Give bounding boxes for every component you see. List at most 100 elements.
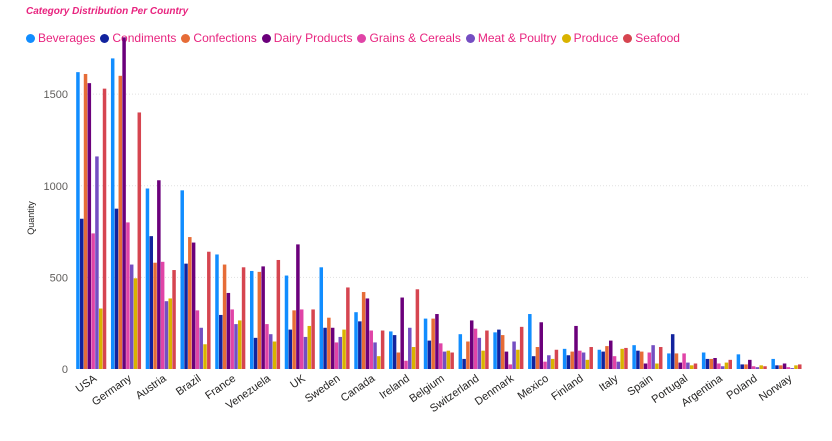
bar-canada-condiments[interactable] — [358, 321, 362, 369]
bar-belgium-produce[interactable] — [446, 350, 451, 369]
bar-spain-meat-and-poultry[interactable] — [651, 345, 655, 369]
bar-portugal-condiments[interactable] — [670, 334, 675, 369]
bar-norway-dairy-products[interactable] — [782, 363, 787, 369]
bar-poland-beverages[interactable] — [736, 354, 741, 369]
bar-mexico-grains-and-cereals[interactable] — [543, 361, 547, 369]
bar-france-produce[interactable] — [238, 320, 242, 369]
bar-finland-dairy-products[interactable] — [574, 325, 578, 369]
bar-uk-produce[interactable] — [307, 325, 312, 369]
bar-france-condiments[interactable] — [219, 314, 223, 369]
bar-usa-beverages[interactable] — [76, 72, 80, 370]
bar-norway-condiments[interactable] — [775, 365, 779, 369]
bar-brazil-dairy-products[interactable] — [191, 242, 196, 369]
bar-venezuela-meat-and-poultry[interactable] — [268, 334, 273, 369]
bar-denmark-meat-and-poultry[interactable] — [512, 341, 516, 369]
bar-switzerland-meat-and-poultry[interactable] — [477, 337, 482, 369]
bar-austria-confections[interactable] — [153, 262, 157, 369]
bar-italy-grains-and-cereals[interactable] — [612, 356, 617, 369]
bar-brazil-confections[interactable] — [188, 237, 192, 369]
bar-venezuela-seafood[interactable] — [276, 259, 281, 369]
bar-belgium-confections[interactable] — [431, 318, 435, 369]
bar-spain-seafood[interactable] — [658, 347, 663, 369]
bar-finland-grains-and-cereals[interactable] — [578, 350, 582, 369]
bar-uk-seafood[interactable] — [311, 309, 315, 369]
bar-poland-confections[interactable] — [744, 364, 748, 369]
bar-norway-meat-and-poultry[interactable] — [790, 368, 794, 369]
bar-norway-beverages[interactable] — [771, 358, 775, 369]
bar-sweden-seafood[interactable] — [346, 287, 350, 369]
bar-norway-seafood[interactable] — [798, 364, 802, 369]
bar-usa-confections[interactable] — [83, 73, 88, 369]
bar-norway-grains-and-cereals[interactable] — [786, 367, 791, 369]
bar-venezuela-beverages[interactable] — [249, 270, 254, 369]
bar-uk-meat-and-poultry[interactable] — [303, 336, 308, 369]
bar-france-confections[interactable] — [222, 264, 227, 369]
bar-argentina-confections[interactable] — [709, 358, 713, 369]
bar-france-seafood[interactable] — [241, 267, 246, 369]
bar-usa-produce[interactable] — [98, 308, 103, 369]
bar-finland-condiments[interactable] — [566, 355, 571, 369]
bar-mexico-beverages[interactable] — [528, 314, 532, 369]
bar-switzerland-produce[interactable] — [481, 350, 485, 369]
bar-finland-meat-and-poultry[interactable] — [581, 352, 586, 369]
bar-poland-seafood[interactable] — [763, 366, 767, 369]
bar-canada-confections[interactable] — [361, 292, 366, 369]
bar-germany-seafood[interactable] — [137, 112, 142, 369]
bar-brazil-beverages[interactable] — [180, 190, 184, 369]
bar-switzerland-condiments[interactable] — [462, 358, 466, 369]
bar-ireland-dairy-products[interactable] — [400, 297, 404, 369]
bar-sweden-beverages[interactable] — [319, 267, 324, 369]
bar-argentina-beverages[interactable] — [701, 352, 706, 369]
bar-switzerland-confections[interactable] — [466, 341, 470, 369]
bar-denmark-produce[interactable] — [516, 349, 520, 369]
bar-portugal-confections[interactable] — [674, 353, 679, 369]
bar-venezuela-condiments[interactable] — [253, 337, 258, 369]
bar-brazil-seafood[interactable] — [207, 251, 211, 369]
bar-canada-beverages[interactable] — [354, 312, 358, 369]
bar-spain-condiments[interactable] — [636, 350, 640, 369]
bar-belgium-meat-and-poultry[interactable] — [442, 351, 447, 369]
bar-germany-dairy-products[interactable] — [122, 37, 126, 369]
bar-poland-dairy-products[interactable] — [748, 359, 752, 369]
bar-austria-seafood[interactable] — [172, 270, 176, 369]
bar-belgium-seafood[interactable] — [450, 352, 454, 369]
bar-denmark-dairy-products[interactable] — [504, 351, 509, 369]
bar-argentina-produce[interactable] — [724, 362, 729, 369]
legend-item-grains-and-cereals[interactable]: Grains & Cereals — [357, 31, 461, 45]
bar-france-dairy-products[interactable] — [226, 292, 231, 369]
bar-ireland-confections[interactable] — [396, 352, 401, 369]
bar-ireland-condiments[interactable] — [392, 335, 397, 369]
bar-austria-meat-and-poultry[interactable] — [164, 301, 169, 369]
bar-usa-dairy-products[interactable] — [87, 83, 92, 370]
bar-switzerland-dairy-products[interactable] — [469, 320, 474, 369]
bar-uk-grains-and-cereals[interactable] — [299, 309, 304, 369]
bar-ireland-seafood[interactable] — [415, 289, 420, 369]
bar-germany-beverages[interactable] — [110, 58, 115, 369]
bar-canada-dairy-products[interactable] — [365, 298, 370, 369]
bar-poland-produce[interactable] — [759, 365, 763, 369]
bar-canada-seafood[interactable] — [380, 330, 385, 369]
bar-germany-produce[interactable] — [133, 278, 138, 369]
bar-austria-condiments[interactable] — [149, 236, 154, 369]
bar-finland-produce[interactable] — [585, 359, 590, 369]
bar-denmark-condiments[interactable] — [497, 329, 501, 369]
bar-spain-confections[interactable] — [639, 351, 644, 369]
bar-austria-produce[interactable] — [168, 298, 173, 369]
bar-uk-beverages[interactable] — [284, 275, 289, 369]
bar-canada-grains-and-cereals[interactable] — [369, 330, 373, 369]
bar-italy-dairy-products[interactable] — [609, 340, 613, 369]
bar-usa-seafood[interactable] — [102, 88, 107, 369]
bar-switzerland-seafood[interactable] — [485, 330, 489, 369]
bar-venezuela-confections[interactable] — [257, 271, 262, 369]
legend-item-meat-and-poultry[interactable]: Meat & Poultry — [465, 31, 557, 45]
bar-austria-dairy-products[interactable] — [157, 180, 161, 369]
bar-brazil-grains-and-cereals[interactable] — [195, 310, 200, 369]
legend-item-seafood[interactable]: Seafood — [623, 31, 680, 45]
bar-ireland-produce[interactable] — [411, 347, 416, 369]
bar-switzerland-beverages[interactable] — [458, 334, 463, 369]
bar-portugal-beverages[interactable] — [667, 353, 671, 369]
bar-mexico-produce[interactable] — [550, 358, 555, 369]
bar-poland-meat-and-poultry[interactable] — [755, 367, 760, 369]
bar-belgium-condiments[interactable] — [427, 340, 432, 369]
bar-finland-beverages[interactable] — [562, 348, 567, 369]
